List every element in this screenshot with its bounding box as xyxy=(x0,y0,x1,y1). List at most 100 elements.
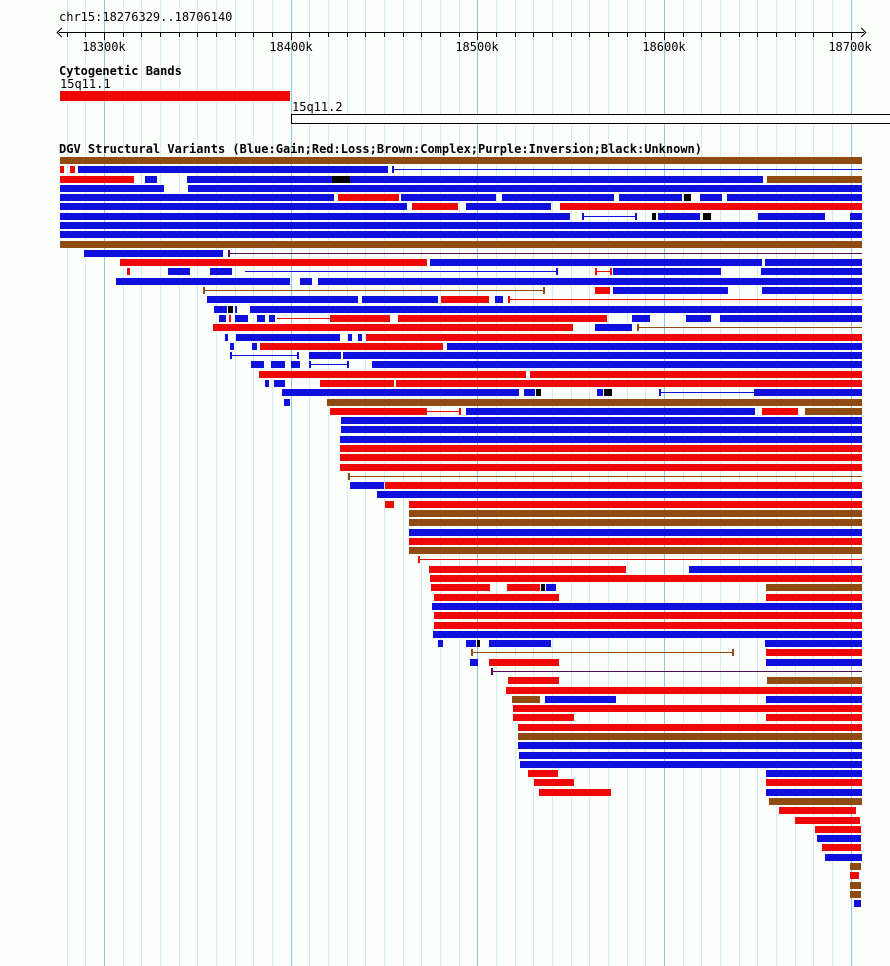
variant-bar[interactable] xyxy=(269,315,275,322)
variant-bar[interactable] xyxy=(257,315,265,322)
variant-bar[interactable] xyxy=(60,166,64,173)
variant-bar[interactable] xyxy=(60,222,862,229)
variant-bar[interactable] xyxy=(766,594,862,601)
variant-bar[interactable] xyxy=(291,361,300,368)
variant-bar[interactable] xyxy=(434,594,559,601)
variant-bar[interactable] xyxy=(850,863,861,870)
variant-bar[interactable] xyxy=(767,176,862,183)
variant-bar[interactable] xyxy=(817,835,861,842)
variant-bracket-tick[interactable] xyxy=(610,268,612,275)
variant-bar[interactable] xyxy=(207,296,358,303)
variant-bar[interactable] xyxy=(805,408,862,415)
variant-bar[interactable] xyxy=(409,538,862,545)
variant-bar[interactable] xyxy=(60,176,134,183)
variant-bar[interactable] xyxy=(795,817,860,824)
variant-bar[interactable] xyxy=(187,176,332,183)
variant-bar[interactable] xyxy=(518,733,862,740)
variant-bar[interactable] xyxy=(720,315,862,322)
variant-bar[interactable] xyxy=(309,352,341,359)
variant-bar[interactable] xyxy=(432,603,862,610)
variant-bar[interactable] xyxy=(213,324,573,331)
variant-bracket-tick[interactable] xyxy=(582,213,584,220)
variant-bar[interactable] xyxy=(120,259,427,266)
variant-bracket-tick[interactable] xyxy=(543,287,545,294)
variant-bar[interactable] xyxy=(401,194,496,201)
variant-line[interactable] xyxy=(203,290,545,291)
variant-bar[interactable] xyxy=(761,268,862,275)
variant-bar[interactable] xyxy=(340,464,862,471)
variant-bar[interactable] xyxy=(632,315,650,322)
variant-bracket-tick[interactable] xyxy=(471,649,473,656)
variant-bar[interactable] xyxy=(210,268,232,275)
variant-bar[interactable] xyxy=(116,278,290,285)
variant-bar[interactable] xyxy=(758,213,825,220)
variant-bar[interactable] xyxy=(229,315,231,322)
variant-bar[interactable] xyxy=(429,566,626,573)
variant-bar[interactable] xyxy=(409,519,862,526)
variant-bar[interactable] xyxy=(652,213,656,220)
variant-bar[interactable] xyxy=(546,584,556,591)
variant-line[interactable] xyxy=(230,355,299,356)
variant-bar[interactable] xyxy=(434,612,862,619)
variant-bracket-tick[interactable] xyxy=(637,324,639,331)
variant-bracket-tick[interactable] xyxy=(348,473,350,480)
variant-bracket-tick[interactable] xyxy=(459,408,461,415)
variant-bar[interactable] xyxy=(396,380,862,387)
variant-bar[interactable] xyxy=(470,659,478,666)
variant-bar[interactable] xyxy=(60,157,862,164)
variant-bracket-tick[interactable] xyxy=(595,268,597,275)
variant-bar[interactable] xyxy=(412,203,458,210)
variant-bar[interactable] xyxy=(250,306,862,313)
variant-bar[interactable] xyxy=(477,640,480,647)
variant-bar[interactable] xyxy=(466,640,476,647)
variant-bar[interactable] xyxy=(560,203,862,210)
variant-bar[interactable] xyxy=(619,194,682,201)
variant-line[interactable] xyxy=(309,364,349,365)
variant-bar[interactable] xyxy=(466,203,551,210)
variant-bar[interactable] xyxy=(727,194,862,201)
variant-bracket-tick[interactable] xyxy=(297,352,299,359)
variant-bar[interactable] xyxy=(530,371,862,378)
variant-bar[interactable] xyxy=(348,334,352,341)
variant-bar[interactable] xyxy=(684,194,691,201)
variant-bar[interactable] xyxy=(236,334,340,341)
variant-bar[interactable] xyxy=(332,176,350,183)
variant-line[interactable] xyxy=(595,271,612,272)
variant-line[interactable] xyxy=(508,299,862,300)
variant-bar[interactable] xyxy=(766,649,862,656)
variant-bar[interactable] xyxy=(769,798,862,805)
variant-bar[interactable] xyxy=(508,677,559,684)
variant-bar[interactable] xyxy=(766,770,862,777)
variant-bar[interactable] xyxy=(78,166,388,173)
variant-bar[interactable] xyxy=(398,315,607,322)
variant-bar[interactable] xyxy=(350,176,763,183)
variant-bar[interactable] xyxy=(520,761,862,768)
variant-line[interactable] xyxy=(659,392,754,393)
variant-line[interactable] xyxy=(277,318,330,319)
variant-bar[interactable] xyxy=(766,779,862,786)
variant-bar[interactable] xyxy=(502,194,614,201)
variant-bar[interactable] xyxy=(779,807,856,814)
variant-bar[interactable] xyxy=(260,343,443,350)
variant-bracket-tick[interactable] xyxy=(309,361,311,368)
variant-line[interactable] xyxy=(427,411,461,412)
variant-bracket-tick[interactable] xyxy=(732,649,734,656)
variant-bar[interactable] xyxy=(613,287,728,294)
variant-bar[interactable] xyxy=(850,891,861,898)
variant-bracket-tick[interactable] xyxy=(508,296,510,303)
variant-bar[interactable] xyxy=(524,389,535,396)
variant-bar[interactable] xyxy=(228,306,233,313)
variant-bar[interactable] xyxy=(265,380,269,387)
variant-bar[interactable] xyxy=(765,259,862,266)
variant-bracket-tick[interactable] xyxy=(635,213,637,220)
variant-bar[interactable] xyxy=(539,789,611,796)
variant-bar[interactable] xyxy=(613,268,721,275)
variant-bar[interactable] xyxy=(219,315,226,322)
variant-bar[interactable] xyxy=(341,417,862,424)
variant-bar[interactable] xyxy=(466,408,755,415)
variant-bar[interactable] xyxy=(225,334,228,341)
variant-bar[interactable] xyxy=(604,389,612,396)
variant-bar[interactable] xyxy=(850,872,859,879)
variant-bar[interactable] xyxy=(318,278,862,285)
variant-bar[interactable] xyxy=(689,566,862,573)
